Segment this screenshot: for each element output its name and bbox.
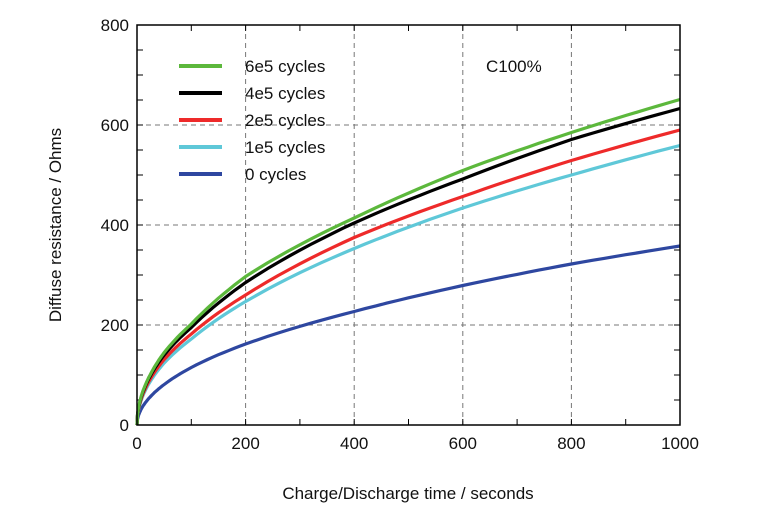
x-tick-label: 800 [557,434,585,453]
x-tick-label: 600 [449,434,477,453]
grid [137,25,680,425]
y-tick-label: 0 [120,416,129,435]
plot-frame [136,24,681,426]
series-line-0-cycles [135,244,681,426]
x-tick-label: 1000 [661,434,699,453]
y-tick-label: 400 [101,216,129,235]
series-line-4e5-cycles [135,106,681,426]
legend-label: 6e5 cycles [245,57,325,76]
legend-label: 0 cycles [245,165,306,184]
legend-label: 2e5 cycles [245,111,325,130]
y-tick-label: 800 [101,16,129,35]
legend-label: 4e5 cycles [245,84,325,103]
series-line-6e5-cycles [135,97,681,426]
legend: 6e5 cycles 4e5 cycles 2e5 cycles 1e5 cycles… [179,57,325,184]
x-tick-label: 400 [340,434,368,453]
x-tick-label: 0 [132,434,141,453]
y-axis-title: Diffuse resistance / Ohms [46,128,65,322]
x-tick-label: 200 [231,434,259,453]
y-tick-label: 600 [101,116,129,135]
y-tick-label: 200 [101,316,129,335]
annotation-label: C100% [486,57,542,76]
series-line-1e5-cycles [135,143,681,426]
legend-label: 1e5 cycles [245,138,325,157]
x-axis-title: Charge/Discharge time / seconds [282,484,533,503]
series-lines [135,97,681,426]
tick-labels: 0 200 400 600 800 1000 0 200 400 600 800 [101,16,699,453]
ticks [136,24,681,426]
